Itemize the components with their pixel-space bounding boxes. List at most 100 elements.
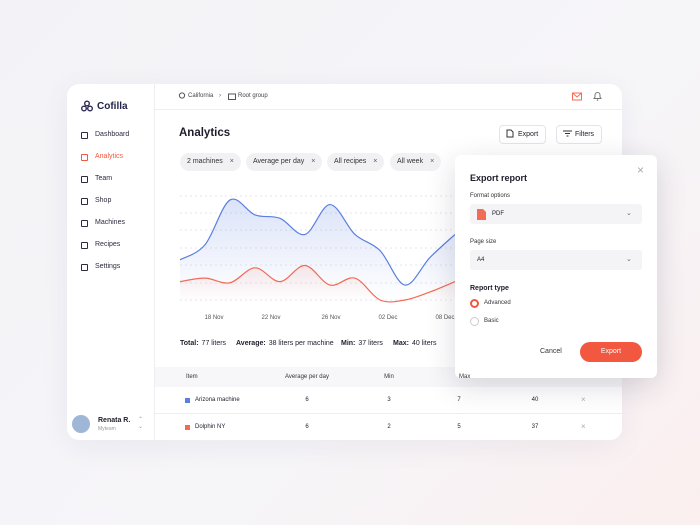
table-cell: 37 bbox=[531, 424, 539, 430]
nav-item[interactable]: Team bbox=[95, 175, 113, 182]
page-title: Analytics bbox=[179, 127, 231, 139]
breadcrumb-item[interactable]: Root group bbox=[238, 93, 268, 99]
bell-icon[interactable] bbox=[593, 91, 602, 101]
nav-icon bbox=[81, 154, 88, 161]
summary-item: Max: 40 liters bbox=[393, 340, 436, 347]
nav-item[interactable]: Recipes bbox=[95, 241, 121, 248]
nav-item[interactable]: Settings bbox=[95, 263, 121, 270]
column-header: Max bbox=[459, 374, 471, 380]
nav-icon bbox=[81, 264, 88, 271]
row-color bbox=[185, 425, 190, 430]
user-toggle[interactable]: ⌃ ⌄ bbox=[138, 417, 144, 430]
filter-chip[interactable]: 2 machines × bbox=[180, 153, 241, 171]
filters-button[interactable]: Filters bbox=[556, 125, 603, 144]
sidebar-divider bbox=[154, 84, 155, 440]
filter-chip[interactable]: Average per day × bbox=[246, 153, 323, 171]
chip-remove[interactable]: × bbox=[229, 158, 234, 165]
pdf-icon bbox=[477, 209, 486, 220]
nav-item[interactable]: Machines bbox=[95, 219, 125, 226]
modal-title: Export report bbox=[470, 173, 528, 183]
table-cell: 40 bbox=[531, 397, 539, 403]
column-header: Min bbox=[384, 374, 394, 380]
summary-item: Min: 37 liters bbox=[341, 340, 383, 347]
column-header: Average per day bbox=[285, 374, 329, 380]
chip-label: Average per day bbox=[253, 158, 305, 165]
table-cell: 6 bbox=[305, 424, 309, 430]
size-select[interactable]: A4 ⌄ bbox=[470, 250, 642, 270]
table-cell: Arizona machine bbox=[195, 397, 240, 403]
summary-item: Total: 77 liters bbox=[180, 340, 226, 347]
table-cell: 2 bbox=[387, 424, 391, 430]
table-cell: Dolphin NY bbox=[195, 424, 226, 430]
row-remove[interactable]: × bbox=[581, 395, 586, 404]
export-modal: × Export report Format options PDF ⌄ Pag… bbox=[455, 155, 657, 378]
column-header: Item bbox=[186, 374, 198, 380]
summary-label: Total: bbox=[180, 340, 199, 347]
radio-label[interactable]: Advanced bbox=[484, 300, 511, 306]
chip-remove[interactable]: × bbox=[430, 158, 435, 165]
breadcrumb-sep: › bbox=[219, 93, 221, 99]
location-icon bbox=[178, 92, 186, 99]
format-value: PDF bbox=[492, 211, 504, 217]
summary-value: 40 liters bbox=[411, 340, 437, 347]
filter-chip[interactable]: All recipes × bbox=[327, 153, 385, 171]
row-divider bbox=[155, 413, 622, 414]
summary-value: 37 liters bbox=[358, 340, 383, 347]
summary-value: 77 liters bbox=[201, 340, 227, 347]
x-tick-label: 18 Nov bbox=[204, 315, 223, 321]
line-series bbox=[179, 198, 456, 286]
field-label: Report type bbox=[470, 285, 509, 292]
chip-label: 2 machines bbox=[187, 158, 223, 165]
radio[interactable] bbox=[470, 317, 479, 326]
nav-item[interactable]: Shop bbox=[95, 197, 112, 204]
chip-label: All recipes bbox=[334, 158, 367, 165]
x-tick-label: 08 Dec bbox=[435, 315, 454, 321]
chip-remove[interactable]: × bbox=[373, 158, 378, 165]
size-value: A4 bbox=[477, 257, 485, 263]
nav-icon bbox=[81, 242, 88, 249]
radio-label[interactable]: Basic bbox=[484, 318, 499, 324]
x-tick-label: 22 Nov bbox=[261, 315, 280, 321]
row-color bbox=[185, 398, 190, 403]
field-label: Page size bbox=[470, 239, 497, 245]
summary-label: Max: bbox=[393, 340, 409, 347]
summary-value: 38 liters per machine bbox=[268, 340, 334, 347]
breadcrumb-item[interactable]: California bbox=[188, 93, 214, 99]
nav-icon bbox=[81, 198, 88, 205]
filter-chip[interactable]: All week × bbox=[390, 153, 442, 171]
folder-icon bbox=[228, 93, 236, 100]
table-cell: 3 bbox=[387, 397, 391, 403]
user-team[interactable]: Myteam bbox=[98, 426, 116, 432]
submit-button[interactable]: Export bbox=[580, 342, 642, 362]
nav-icon bbox=[81, 132, 88, 139]
radio[interactable] bbox=[470, 299, 479, 308]
cancel-button[interactable]: Cancel bbox=[540, 348, 562, 355]
nav-item[interactable]: Dashboard bbox=[95, 131, 130, 138]
summary-item: Average: 38 liters per machine bbox=[236, 340, 334, 347]
field-label: Format options bbox=[470, 193, 511, 199]
avatar bbox=[72, 415, 90, 433]
nav-item[interactable]: Analytics bbox=[95, 153, 124, 160]
format-select[interactable]: PDF ⌄ bbox=[470, 204, 642, 224]
nav-icon bbox=[81, 176, 88, 183]
table-cell: 6 bbox=[305, 397, 309, 403]
brand-logo bbox=[81, 100, 93, 112]
close-button[interactable]: × bbox=[637, 163, 645, 177]
line-series bbox=[179, 264, 456, 303]
summary-label: Average: bbox=[236, 340, 266, 347]
mail-icon[interactable] bbox=[572, 92, 582, 101]
chevron: ⌄ bbox=[626, 210, 632, 217]
brand-name: Cofilla bbox=[97, 101, 128, 112]
chip-label: All week bbox=[397, 158, 424, 165]
x-tick-label: 26 Nov bbox=[321, 315, 340, 321]
x-tick-label: 02 Dec bbox=[378, 315, 397, 321]
summary-label: Min: bbox=[341, 340, 356, 347]
row-remove[interactable]: × bbox=[581, 422, 586, 431]
nav-icon bbox=[81, 220, 88, 227]
chevron: ⌄ bbox=[626, 256, 632, 263]
chip-remove[interactable]: × bbox=[311, 158, 316, 165]
filter-icon bbox=[563, 130, 572, 137]
line-area bbox=[180, 265, 455, 302]
